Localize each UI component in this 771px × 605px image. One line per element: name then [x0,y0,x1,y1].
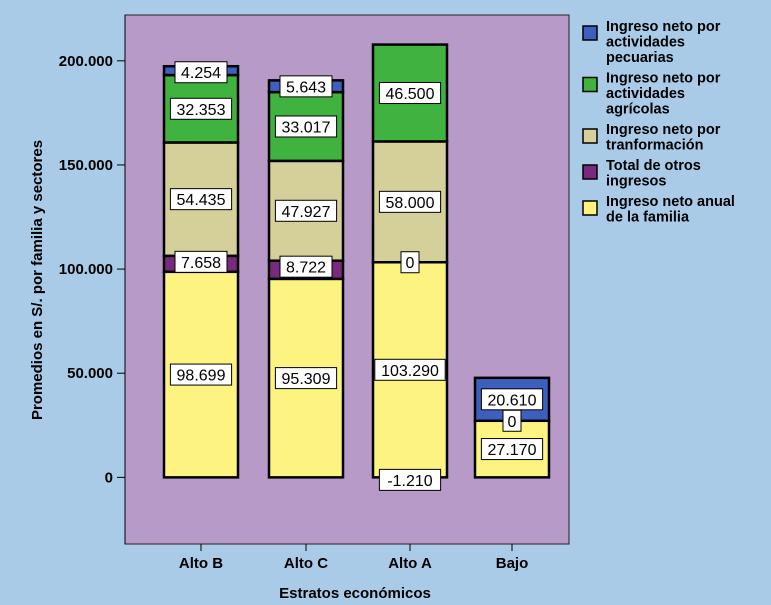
legend-item-ingreso-neto-por-actividades-agricolas: Ingreso neto por actividades agrícolas [606,71,721,118]
x-tick-label: Alto B [179,555,223,572]
legend-item-ingreso-neto-anual-de-la-familia: Ingreso neto anual de la familia [606,194,735,226]
annotation-alto-a-box [378,468,442,491]
data-label-alto-b-total-de-otros-ingresos-box [174,250,228,273]
annotation-alto-a: -1.210 [387,473,432,490]
legend-swatch-ingreso-neto-por-actividades-pecuarias [582,25,598,41]
data-label-alto-b-ingreso-neto-por-tranformacion-box [169,188,233,211]
data-labels-layer: 98.699 7.658 54.435 32.353 4.254 95.309 8.722 4… [169,61,544,491]
data-label-alto-b-ingreso-neto-por-actividades-pecuarias-box [174,61,228,84]
data-label-alto-b-total-de-otros-ingresos: 7.658 [181,255,221,272]
data-label-alto-a-total-de-otros-ingresos-box [400,251,420,274]
data-label-bajo-ingreso-neto-por-actividades-agricolas: 0 [508,414,517,431]
legend-item-total-de-otros-ingresos: Total de otros ingresos [606,158,701,190]
legend-item-ingreso-neto-por-tranformacion: Ingreso neto por tranformación [606,122,721,154]
x-tick-label: Alto C [284,555,328,572]
y-axis-title: Promedios en S/. por familia y sectores [29,140,46,420]
data-label-bajo-ingreso-neto-por-actividades-pecuarias: 20.610 [488,392,537,409]
legend-swatch-ingreso-neto-por-tranformacion [582,128,598,144]
data-label-alto-b-ingreso-neto-por-actividades-agricolas-box [169,97,233,120]
data-label-alto-c-ingreso-neto-por-tranformacion-box [274,199,338,222]
y-tick-label: 200.000 [59,53,113,70]
data-label-alto-c-ingreso-neto-por-actividades-pecuarias: 5.643 [286,79,326,96]
y-tick-label: 0 [105,469,113,486]
data-label-alto-c-ingreso-neto-por-actividades-agricolas: 33.017 [282,119,331,136]
data-label-alto-b-ingreso-neto-por-actividades-pecuarias: 4.254 [181,65,221,82]
data-label-alto-a-ingreso-neto-por-actividades-agricolas: 46.500 [386,86,435,103]
data-label-alto-b-ingreso-neto-por-tranformacion: 54.435 [177,192,226,209]
legend-swatch-total-de-otros-ingresos [582,164,598,180]
data-label-alto-b-ingreso-neto-anual-de-la-familia: 98.699 [177,368,226,385]
axes-layer: 0 50.000 100.000 150.000 200.000 Alto B Alto C… [59,15,528,572]
data-label-alto-b-ingreso-neto-anual-de-la-familia-box [169,363,233,386]
y-tick-label: 50.000 [67,365,113,382]
data-label-alto-c-ingreso-neto-por-actividades-pecuarias-box [279,75,333,98]
data-label-alto-c-ingreso-neto-por-actividades-agricolas-box [274,115,338,138]
data-label-alto-c-ingreso-neto-por-tranformacion: 47.927 [282,204,331,221]
data-label-alto-c-ingreso-neto-anual-de-la-familia: 95.309 [282,371,331,388]
x-tick-label: Bajo [496,555,529,572]
data-label-bajo-ingreso-neto-por-actividades-pecuarias-box [480,388,544,411]
x-tick-label: Alto A [388,555,432,572]
data-label-alto-a-ingreso-neto-anual-de-la-familia-box [374,358,446,381]
data-label-alto-a-ingreso-neto-por-actividades-agricolas-box [378,82,442,105]
y-tick-label: 100.000 [59,261,113,278]
data-label-bajo-ingreso-neto-anual-de-la-familia: 27.170 [488,442,537,459]
data-label-alto-a-ingreso-neto-anual-de-la-familia: 103.290 [381,363,439,380]
data-label-alto-a-ingreso-neto-por-tranformacion-box [378,190,442,213]
legend-swatch-ingreso-neto-anual-de-la-familia [582,200,598,216]
y-tick-label: 150.000 [59,157,113,174]
data-label-alto-c-total-de-otros-ingresos-box [279,255,333,278]
legend-item-ingreso-neto-por-actividades-pecuarias: Ingreso neto por actividades pecuarias [606,19,721,66]
data-label-alto-a-ingreso-neto-por-tranformacion: 58.000 [386,195,435,212]
data-label-alto-c-total-de-otros-ingresos: 8.722 [286,260,326,277]
data-label-alto-a-total-de-otros-ingresos: 0 [406,255,415,272]
data-label-bajo-ingreso-neto-anual-de-la-familia-box [480,438,544,461]
data-label-alto-b-ingreso-neto-por-actividades-agricolas: 32.353 [177,102,226,119]
legend-swatch-ingreso-neto-por-actividades-agricolas [582,76,598,93]
data-label-alto-c-ingreso-neto-anual-de-la-familia-box [274,367,338,390]
x-axis-title: Estratos económicos [279,585,431,602]
legend: Ingreso neto por actividades pecuarias Ingr… [582,19,735,226]
